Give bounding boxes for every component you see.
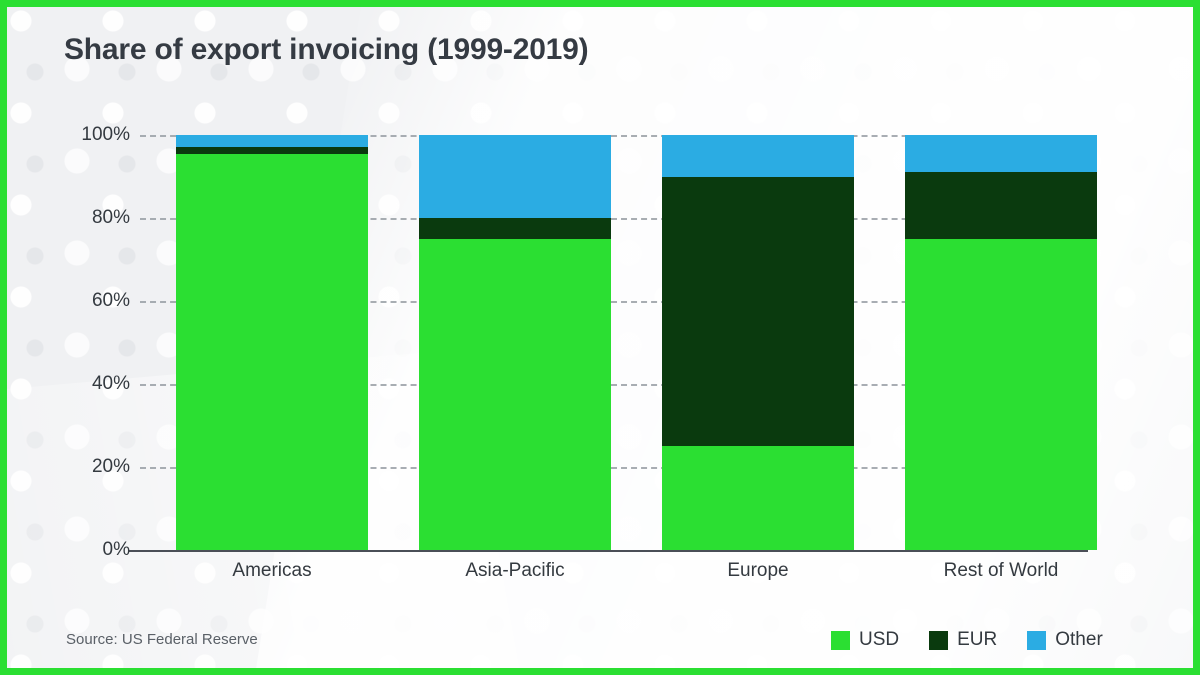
legend-item-other[interactable]: Other	[1027, 629, 1103, 651]
gridline	[140, 384, 1088, 386]
x-axis-line	[128, 550, 1088, 552]
bar-segment-other[interactable]	[905, 135, 1097, 173]
gridline	[140, 467, 1088, 469]
chart-title: Share of export invoicing (1999-2019)	[64, 33, 589, 66]
gridline	[140, 135, 1088, 137]
chart-legend: USD EUR Other	[831, 629, 1103, 651]
bar-segment-other[interactable]	[176, 135, 368, 148]
legend-swatch-icon	[1027, 630, 1047, 650]
gridline	[140, 301, 1088, 303]
y-axis-tick-label: 40%	[91, 373, 130, 394]
legend-label: USD	[859, 629, 900, 650]
y-axis-tick-label: 60%	[91, 290, 130, 311]
gridline	[140, 218, 1088, 220]
bar-segment-eur[interactable]	[419, 218, 611, 239]
bar-europe[interactable]	[662, 135, 854, 550]
bar-rest-of-world[interactable]	[905, 135, 1097, 550]
y-axis-tick-label: 80%	[91, 207, 130, 228]
x-axis-tick-label: Rest of World	[943, 560, 1059, 581]
y-axis-tick-label: 0%	[102, 539, 130, 560]
bar-segment-other[interactable]	[662, 135, 854, 177]
bar-segment-eur[interactable]	[905, 172, 1097, 239]
bar-americas[interactable]	[176, 135, 368, 550]
x-axis-tick-label: Asia-Pacific	[465, 560, 565, 581]
legend-item-eur[interactable]: EUR	[929, 629, 997, 651]
legend-item-usd[interactable]: USD	[831, 629, 899, 651]
bar-segment-usd[interactable]	[662, 446, 854, 550]
legend-label: Other	[1055, 629, 1103, 650]
bar-segment-eur[interactable]	[662, 176, 854, 447]
legend-label: EUR	[957, 629, 998, 650]
bar-segment-usd[interactable]	[905, 238, 1097, 550]
bar-asia-pacific[interactable]	[419, 135, 611, 550]
bar-segment-eur[interactable]	[176, 147, 368, 154]
x-axis-tick-label: Americas	[232, 560, 312, 581]
bar-segment-usd[interactable]	[176, 153, 368, 550]
legend-swatch-icon	[929, 630, 949, 650]
y-axis-tick-label: 100%	[81, 124, 130, 145]
plot-area: 0% 20% 40% 60% 80% 100% Americas Asia-Pacific E…	[81, 124, 1097, 581]
y-axis-tick-label: 20%	[91, 456, 130, 477]
source-note: Source: US Federal Reserve	[66, 631, 258, 648]
bar-segment-other[interactable]	[419, 135, 611, 218]
legend-swatch-icon	[831, 630, 850, 650]
x-axis-tick-label: Europe	[727, 560, 789, 581]
bar-segment-usd[interactable]	[419, 238, 611, 550]
